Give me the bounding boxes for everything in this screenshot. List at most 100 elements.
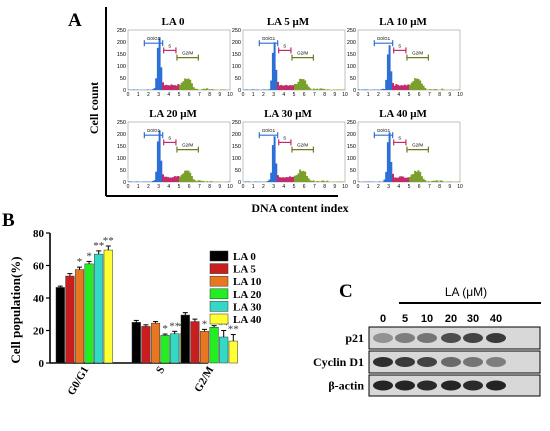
histogram-bar [402,176,405,182]
histogram-bar [407,84,410,90]
histogram-bar [299,169,302,182]
histogram-x-tick: 9 [333,92,336,98]
histogram: LA 40 μM 0 50 100 150 200 250 0 1 2 3 4 5 6 7 8 9 10 G0/G1… [347,108,463,190]
histogram-y-tick: 200 [347,132,356,138]
blot-row-label: Cyclin D1 [313,355,364,369]
histogram-bar [390,161,393,182]
histogram-bar [270,80,273,90]
histogram-bar [206,88,209,90]
histogram-bar [294,83,296,90]
histogram-y-tick: 150 [117,52,126,58]
histogram-bar [292,176,295,182]
histogram-x-tick: 6 [418,184,421,190]
histogram-bar [251,89,254,90]
histogram-bar [194,88,197,90]
x-tick-label: G0/G1 [65,365,91,398]
x-tick-label: G2/M [192,364,216,394]
histogram-x-tick: 3 [157,184,160,190]
histogram-x-tick: 10 [342,184,348,190]
histogram-bar [151,89,154,90]
histogram-y-tick: 250 [117,28,126,34]
histogram-x-tick: 10 [342,92,348,98]
histogram-y-tick: 0 [123,180,126,186]
histogram-bar [429,89,432,90]
histogram-bar [190,176,193,182]
histogram-bar [246,89,249,90]
histogram-x-tick: 0 [242,184,245,190]
histogram-bar [393,177,396,182]
histogram-bar [213,89,215,90]
histogram-bar [182,81,185,90]
histogram-bar [180,82,183,90]
histogram-bar [266,181,269,182]
histogram-bar [199,180,202,182]
histogram-y-tick: 250 [232,28,241,34]
histogram-bar [321,180,324,182]
histogram-x-tick: 0 [357,92,360,98]
legend-swatch [209,288,229,300]
histogram-frame [127,121,231,183]
histogram-bar [202,88,205,90]
bar [150,322,161,364]
histogram-y-tick: 100 [347,156,356,162]
histogram-x-tick: 9 [218,184,221,190]
bar-chart-y-axis-label: Cell population(%) [8,256,23,363]
histogram-bar [206,181,209,182]
histogram-x-tick: 0 [357,184,360,190]
histogram-bar [397,177,400,182]
blot-band [486,357,506,367]
histogram-bar [184,78,187,90]
histogram: LA 30 μM 0 50 100 150 200 250 0 1 2 3 4 5 6 7 8 9 10 G0/G1… [232,108,348,190]
histogram-bar [177,84,180,90]
histogram-frame [127,29,231,91]
histogram-y-tick: 50 [120,76,126,82]
histogram-bar [285,84,288,90]
histogram-y-tick: 200 [232,132,241,138]
histogram-y-tick: 200 [117,40,126,46]
histogram-y-tick: 0 [353,180,356,186]
histogram-bar [309,180,312,182]
panel-c-label: C [339,281,353,302]
histogram-x-tick: 10 [457,92,463,98]
histogram-title: LA 0 [162,16,185,28]
histogram-bar [321,88,324,90]
histogram-bar [211,181,214,182]
histogram-y-tick: 150 [347,52,356,58]
gate-g0g1-label: G0/G1 [262,128,276,133]
histogram-bar [397,84,400,90]
histogram-bar [197,180,200,182]
histogram-bar [393,85,396,90]
histogram-bar [305,84,308,90]
histogram-bar [314,89,317,90]
histogram-bar [431,180,434,182]
gate-g2m-label: G2/M [182,51,193,56]
histogram-x-tick: 10 [457,184,463,190]
histogram-bar [419,80,422,90]
histogram-x-tick: 5 [178,184,181,190]
histogram-title: LA 20 μM [149,108,197,120]
histogram-x-tick: 4 [282,184,285,190]
histogram-bar [248,181,251,182]
histogram-bar [278,177,281,182]
histogram-bar [392,82,394,90]
legend-swatch [209,313,229,325]
gate-s-label: S [398,43,401,48]
histogram-bar [402,85,405,90]
histogram-y-tick: 0 [123,88,126,94]
histogram-bar [378,181,381,182]
histogram-bar [187,170,190,182]
histogram-bar [302,79,305,90]
histogram-bar [201,180,204,182]
histogram-bar [162,174,164,182]
histogram-x-tick: 2 [147,184,150,190]
histogram-bar [180,174,183,182]
histogram-bar [170,177,173,182]
histogram-bar [417,170,420,182]
bar [170,333,180,364]
histogram-x-tick: 7 [313,184,316,190]
y-tick-label: 0 [39,358,45,370]
histogram-bar [302,170,305,182]
